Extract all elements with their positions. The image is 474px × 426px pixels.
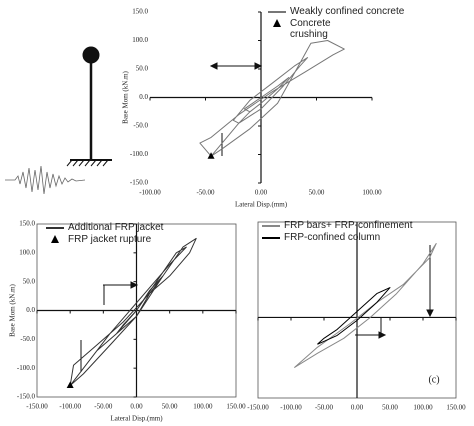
y-tick-label: -100.0	[130, 150, 149, 158]
y-tick-label: 150.0	[19, 220, 35, 228]
legend-symbol	[268, 11, 286, 13]
y-tick-label: -100.0	[17, 364, 36, 372]
legend-label: Concrete crushing	[290, 18, 331, 40]
legend-swatch	[268, 18, 286, 29]
legend-symbol	[273, 19, 281, 27]
x-tick-label: -100.00	[139, 189, 161, 197]
hysteresis-curve	[317, 287, 391, 345]
x-axis-label: Lateral Disp.(mm)	[110, 415, 163, 423]
x-tick-label: 50.00	[162, 403, 178, 411]
y-tick-label: -150.0	[17, 393, 36, 401]
x-tick-label: 50.00	[309, 189, 325, 197]
x-tick-label: 100.00	[362, 189, 382, 197]
y-tick-label: -150.0	[130, 179, 149, 187]
legend-swatch	[262, 232, 280, 243]
legend-label: Weakly confined concrete	[290, 6, 405, 17]
legend-swatch	[46, 222, 64, 233]
x-tick-label: 0.00	[351, 404, 364, 412]
hysteresis-curve	[199, 40, 345, 157]
x-tick-label: 50.00	[382, 404, 398, 412]
y-tick-label: 0.0	[139, 93, 148, 101]
x-tick-label: -150.00	[247, 404, 269, 412]
y-tick-label: 100.0	[19, 248, 35, 256]
marker	[66, 381, 74, 388]
legend-symbol	[46, 227, 64, 229]
x-tick-label: 0.00	[255, 189, 268, 197]
legend-swatch	[268, 6, 286, 17]
annotations	[80, 62, 434, 372]
legend-entry: FRP jacket rupture	[46, 234, 211, 245]
y-tick-label: 50.0	[23, 277, 36, 285]
y-tick-label: 150.0	[132, 8, 148, 16]
x-tick-label: -100.00	[59, 403, 81, 411]
y-axis-label: Base Mom (kN.m)	[122, 70, 130, 123]
legend-label: FRP bars+ FRP-confinement	[284, 220, 413, 231]
y-tick-label: 100.0	[132, 36, 148, 44]
x-tick-label: 0.00	[130, 403, 143, 411]
legend-swatch	[46, 234, 64, 245]
x-tick-label: -50.00	[196, 189, 215, 197]
legend-symbol	[51, 235, 59, 243]
x-tick-label: -50.00	[315, 404, 334, 412]
legend: FRP bars+ FRP-confinement FRP-confined co…	[262, 220, 427, 244]
y-tick-label: -50.0	[133, 122, 148, 130]
legend-symbol	[262, 237, 280, 239]
legend-label: FRP-confined column	[284, 232, 381, 243]
x-tick-label: 100.00	[193, 403, 213, 411]
x-tick-label: -100.00	[280, 404, 302, 412]
x-tick-label: 150.00	[446, 404, 466, 412]
x-tick-label: 150.00	[226, 403, 246, 411]
hysteresis-curve	[293, 243, 437, 369]
legend: Weakly confined concrete Concrete crushin…	[268, 6, 418, 41]
legend-entry: FRP-confined column	[262, 232, 427, 243]
y-tick-label: 0.0	[26, 306, 35, 314]
y-axis-label: Base Mom (kN.m)	[9, 283, 17, 336]
x-tick-label: 100.00	[413, 404, 433, 412]
legend-entry: Concrete crushing	[268, 18, 418, 40]
annotation: (c)	[428, 374, 439, 385]
legend: Additional FRP jacket FRP jacket rupture	[46, 222, 211, 246]
x-tick-label: -50.00	[94, 403, 113, 411]
marker	[207, 152, 215, 159]
y-tick-label: 50.0	[136, 65, 149, 73]
x-axis-label: Lateral Disp.(mm)	[235, 201, 288, 209]
legend-entry: FRP bars+ FRP-confinement	[262, 220, 427, 231]
legend-entry: Weakly confined concrete	[268, 6, 418, 17]
legend-entry: Additional FRP jacket	[46, 222, 211, 233]
x-tick-label: -150.00	[26, 403, 48, 411]
y-tick-label: -50.0	[20, 335, 35, 343]
hysteresis-curve	[69, 237, 197, 386]
legend-symbol	[262, 225, 280, 227]
structure-sketch	[5, 46, 112, 195]
legend-label: FRP jacket rupture	[68, 234, 152, 245]
legend-label: Additional FRP jacket	[68, 222, 164, 233]
legend-swatch	[262, 220, 280, 231]
